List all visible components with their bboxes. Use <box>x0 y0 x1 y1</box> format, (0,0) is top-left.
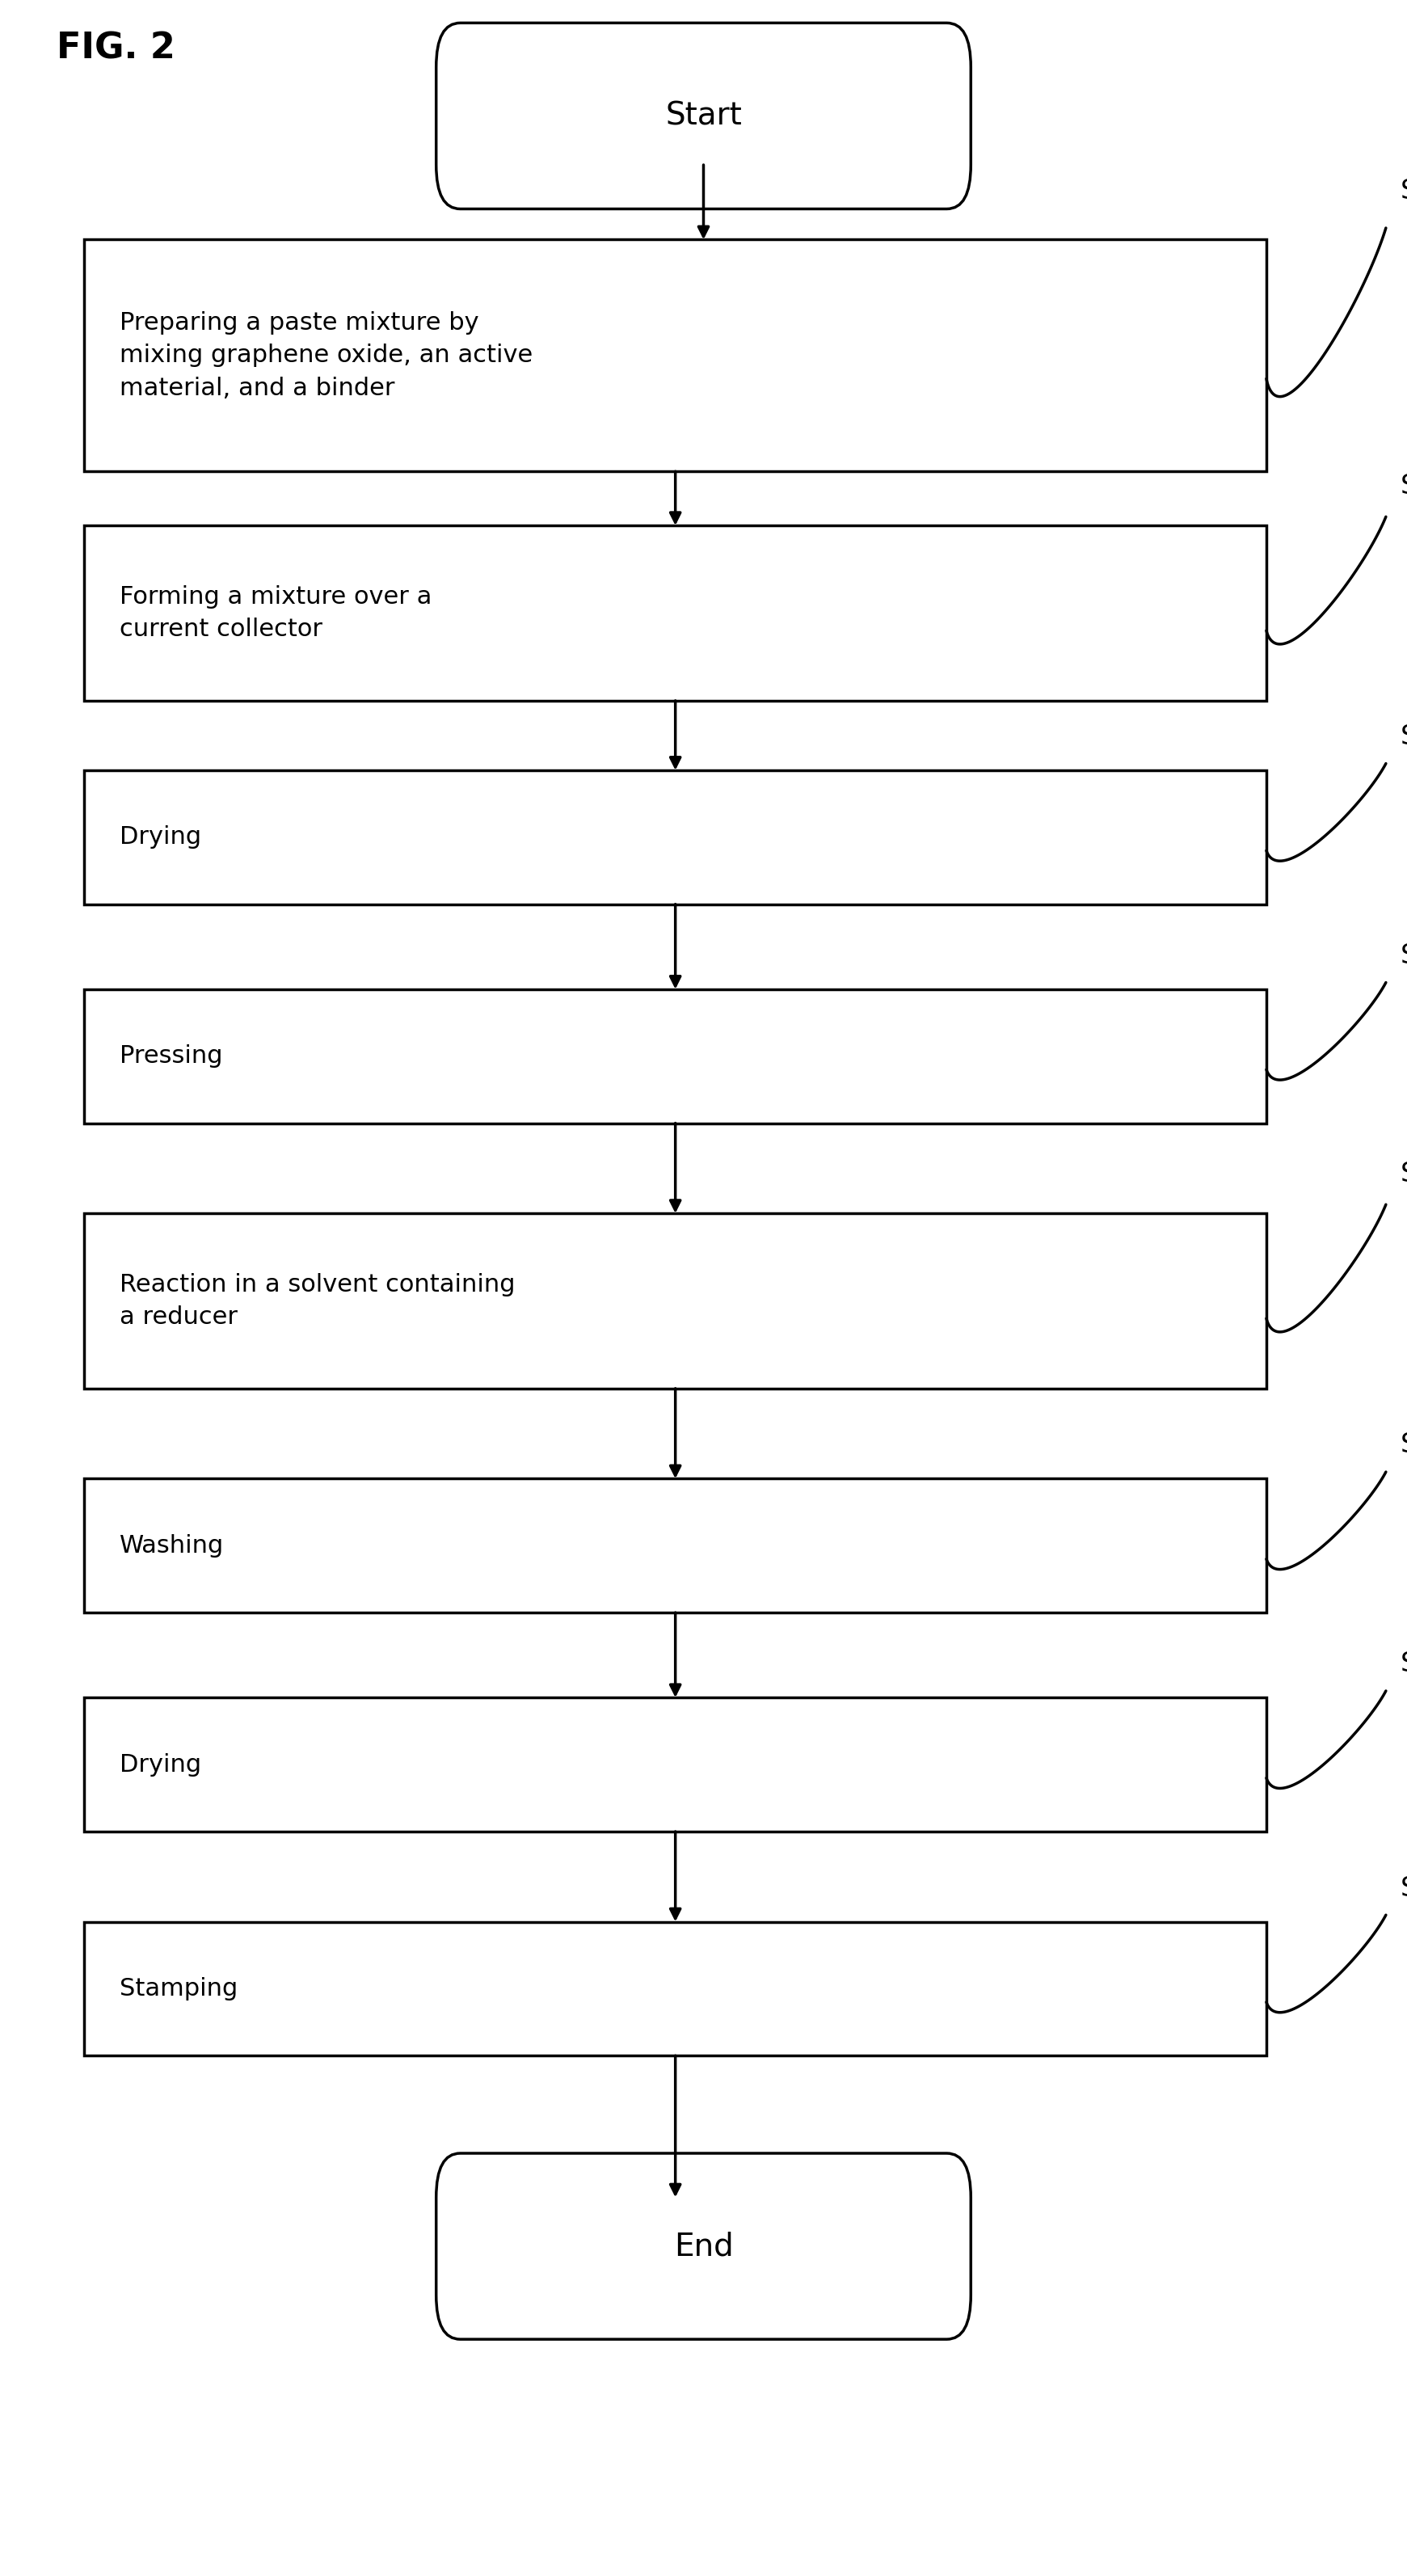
Bar <box>84 1213 1266 1388</box>
Bar <box>84 1922 1266 2056</box>
Text: Stamping: Stamping <box>120 1976 238 2002</box>
FancyBboxPatch shape <box>436 23 971 209</box>
FancyBboxPatch shape <box>436 2154 971 2339</box>
Text: S13: S13 <box>1400 724 1407 750</box>
Bar <box>84 1479 1266 1613</box>
Bar <box>84 989 1266 1123</box>
Text: Preparing a paste mixture by
mixing graphene oxide, an active
material, and a bi: Preparing a paste mixture by mixing grap… <box>120 312 533 399</box>
Text: Start: Start <box>666 100 741 131</box>
Bar <box>84 770 1266 904</box>
Text: S14: S14 <box>1400 943 1407 969</box>
Text: S12: S12 <box>1400 471 1407 500</box>
Text: FIG. 2: FIG. 2 <box>56 31 174 64</box>
Text: S11: S11 <box>1400 178 1407 206</box>
Text: End: End <box>674 2231 733 2262</box>
Text: Pressing: Pressing <box>120 1043 222 1069</box>
Bar <box>84 526 1266 701</box>
Text: S15: S15 <box>1400 1159 1407 1188</box>
Text: S16: S16 <box>1400 1432 1407 1458</box>
Text: Drying: Drying <box>120 1752 201 1777</box>
Text: Washing: Washing <box>120 1533 224 1558</box>
Bar <box>84 240 1266 471</box>
Text: S17: S17 <box>1400 1651 1407 1677</box>
Bar <box>84 1698 1266 1832</box>
Text: S18: S18 <box>1400 1875 1407 1901</box>
Text: Reaction in a solvent containing
a reducer: Reaction in a solvent containing a reduc… <box>120 1273 515 1329</box>
Text: Drying: Drying <box>120 824 201 850</box>
Text: Forming a mixture over a
current collector: Forming a mixture over a current collect… <box>120 585 432 641</box>
